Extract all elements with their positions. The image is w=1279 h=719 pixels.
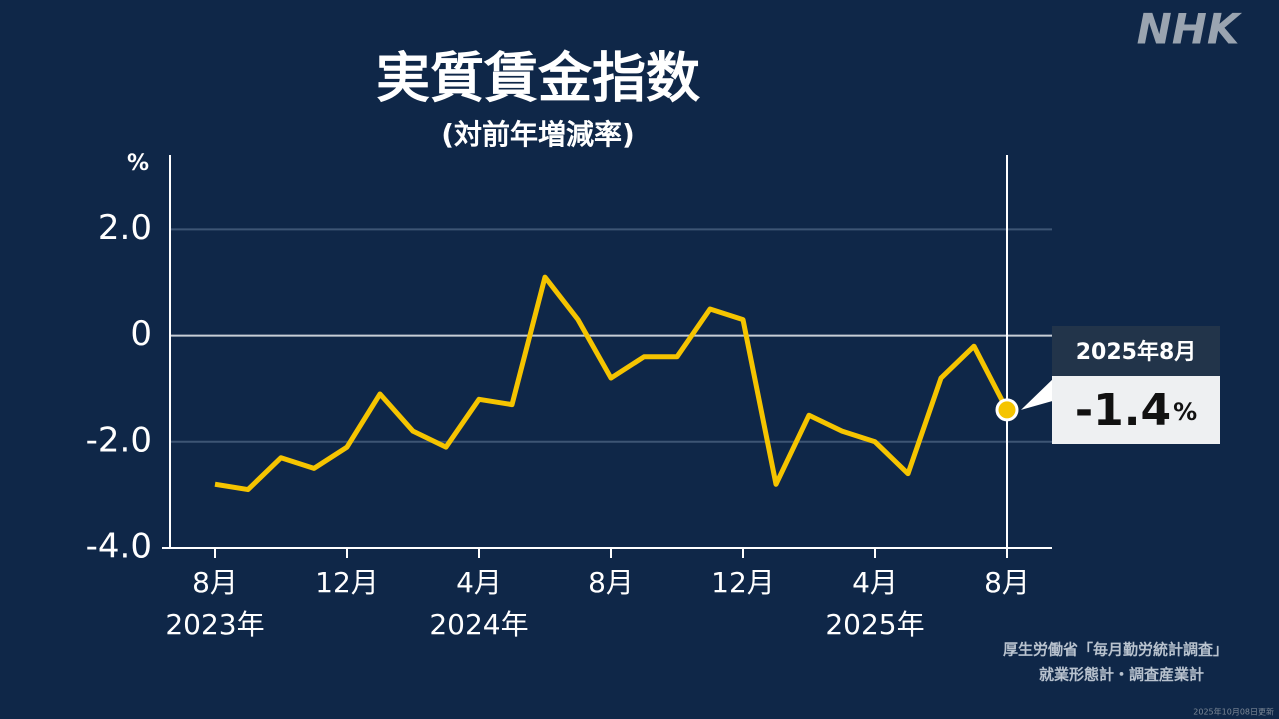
latest-point bbox=[995, 398, 1019, 422]
x-tick-label: 12月 bbox=[315, 566, 379, 599]
data-line bbox=[214, 274, 1010, 493]
callout-body bbox=[1052, 376, 1220, 444]
y-tick-label: -4.0 bbox=[86, 527, 152, 567]
callout-value-number: -1.4 bbox=[1075, 385, 1171, 436]
x-tick-label: 8月 bbox=[588, 566, 634, 599]
callout-value-unit: % bbox=[1173, 398, 1197, 426]
callout-header bbox=[1052, 326, 1220, 376]
x-tick-label: 4月 bbox=[852, 566, 898, 599]
x-tick-label: 8月 bbox=[984, 566, 1030, 599]
y-tick-label: -2.0 bbox=[86, 420, 152, 460]
x-year-label: 2024年 bbox=[429, 608, 528, 641]
x-year-label: 2023年 bbox=[165, 608, 264, 641]
callout-value: -1.4% bbox=[1075, 385, 1197, 436]
y-unit: % bbox=[127, 151, 149, 176]
y-tick-label: 0 bbox=[130, 314, 152, 354]
callout-date: 2025年8月 bbox=[1076, 339, 1197, 365]
logo: NHK bbox=[1137, 5, 1243, 54]
y-tick-label: 2.0 bbox=[98, 208, 152, 248]
x-tick-label: 4月 bbox=[456, 566, 502, 599]
chart-subtitle: (対前年増減率) bbox=[441, 118, 635, 151]
source: 就業形態計・調査産業計 bbox=[1039, 666, 1204, 684]
x-tick-label: 8月 bbox=[192, 566, 238, 599]
updated: 2025年10月08日更新 bbox=[1193, 707, 1274, 717]
source: 厚生労働省「毎月勤労統計調査」 bbox=[1003, 641, 1228, 659]
chart-title: 実質賃金指数 bbox=[376, 47, 700, 110]
x-tick-label: 12月 bbox=[711, 566, 775, 599]
callout-pointer bbox=[1021, 376, 1056, 410]
x-year-label: 2025年 bbox=[825, 608, 924, 641]
